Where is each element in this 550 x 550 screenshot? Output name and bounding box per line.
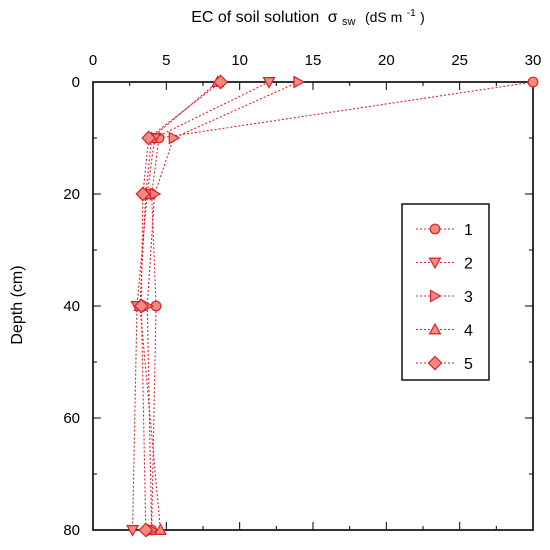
legend-label: 3 <box>464 289 473 306</box>
data-point <box>527 76 539 88</box>
series-line <box>140 81 221 531</box>
data-point <box>141 130 157 146</box>
y-tick-label: 60 <box>63 410 80 427</box>
x-axis-title-unit-close: ) <box>420 9 425 25</box>
series-line <box>151 81 534 531</box>
legend-label: 1 <box>464 222 473 239</box>
y-tick-label: 0 <box>72 74 80 91</box>
series-line <box>146 81 299 531</box>
x-axis-title-symbol: σ <box>328 9 338 26</box>
x-tick-label: 20 <box>378 52 395 69</box>
data-point <box>135 186 151 202</box>
legend-label: 5 <box>464 356 473 373</box>
x-tick-label: 30 <box>525 52 542 69</box>
data-point <box>262 76 276 89</box>
series-line <box>132 81 270 531</box>
legend-marker <box>430 289 442 303</box>
y-axis-title: Depth (cm) <box>9 265 26 344</box>
legend-marker <box>429 223 441 235</box>
legend: 1 2 3 4 5 <box>401 203 490 381</box>
data-point <box>293 75 306 89</box>
legend-marker <box>428 257 442 270</box>
x-axis-title-main: EC of soil solution <box>191 9 319 26</box>
x-axis-title-subscript: sw <box>342 16 356 28</box>
data-point <box>153 523 167 536</box>
data-point <box>168 131 181 145</box>
data-point <box>126 524 140 537</box>
y-tick-label: 20 <box>63 186 80 203</box>
data-point <box>133 298 149 314</box>
legend-marker <box>428 322 442 335</box>
x-axis-title-unit-exponent: -1 <box>407 8 416 19</box>
legend-label: 4 <box>464 323 473 340</box>
series-5 <box>133 74 229 538</box>
series-line <box>139 81 219 531</box>
legend-label: 2 <box>464 256 473 273</box>
x-axis-title: EC of soil solution σ sw (dS m -1 ) <box>191 3 425 29</box>
legend-box <box>401 203 490 381</box>
x-tick-label: 0 <box>89 52 97 69</box>
data-point <box>138 522 154 538</box>
y-tick-label: 40 <box>63 298 80 315</box>
x-tick-label: 15 <box>305 52 322 69</box>
data-point <box>213 74 229 90</box>
x-tick-label: 25 <box>451 52 468 69</box>
legend-marker <box>427 355 443 371</box>
series-3 <box>142 75 306 537</box>
x-axis-title-unit: (dS m <box>365 9 402 25</box>
y-tick-label: 80 <box>63 522 80 539</box>
x-tick-label: 10 <box>231 52 248 69</box>
x-tick-label: 5 <box>162 52 170 69</box>
